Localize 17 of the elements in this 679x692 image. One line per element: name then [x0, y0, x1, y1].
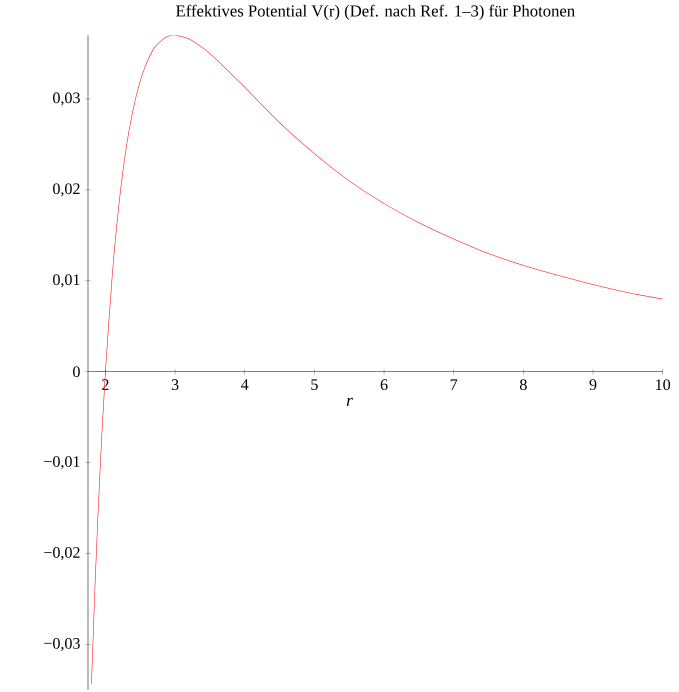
y-tick-label: −0,02 [44, 547, 80, 560]
x-tick-label: 4 [241, 379, 249, 390]
x-tick-label: 10 [656, 379, 670, 390]
y-tick-label: 0,03 [53, 92, 80, 106]
x-tick-label: 9 [590, 379, 597, 390]
y-tick-label: −0,03 [44, 638, 80, 652]
y-tick-label: 0,02 [53, 183, 80, 196]
x-tick-label: 6 [380, 379, 388, 390]
x-tick-label: 5 [311, 379, 318, 390]
y-tick-label: 0 [73, 366, 80, 378]
chart-title: Effektives Potential V(r) (Def. nach Ref. 1–3) für Photonen [176, 4, 576, 20]
x-tick-label: 8 [520, 379, 527, 390]
y-tick-label: −0,01 [44, 456, 80, 470]
x-axis-title: r [346, 398, 354, 406]
x-tick-label: 3 [172, 379, 179, 390]
y-tick-label: 0,01 [53, 274, 80, 288]
x-tick-label: 7 [450, 379, 458, 390]
